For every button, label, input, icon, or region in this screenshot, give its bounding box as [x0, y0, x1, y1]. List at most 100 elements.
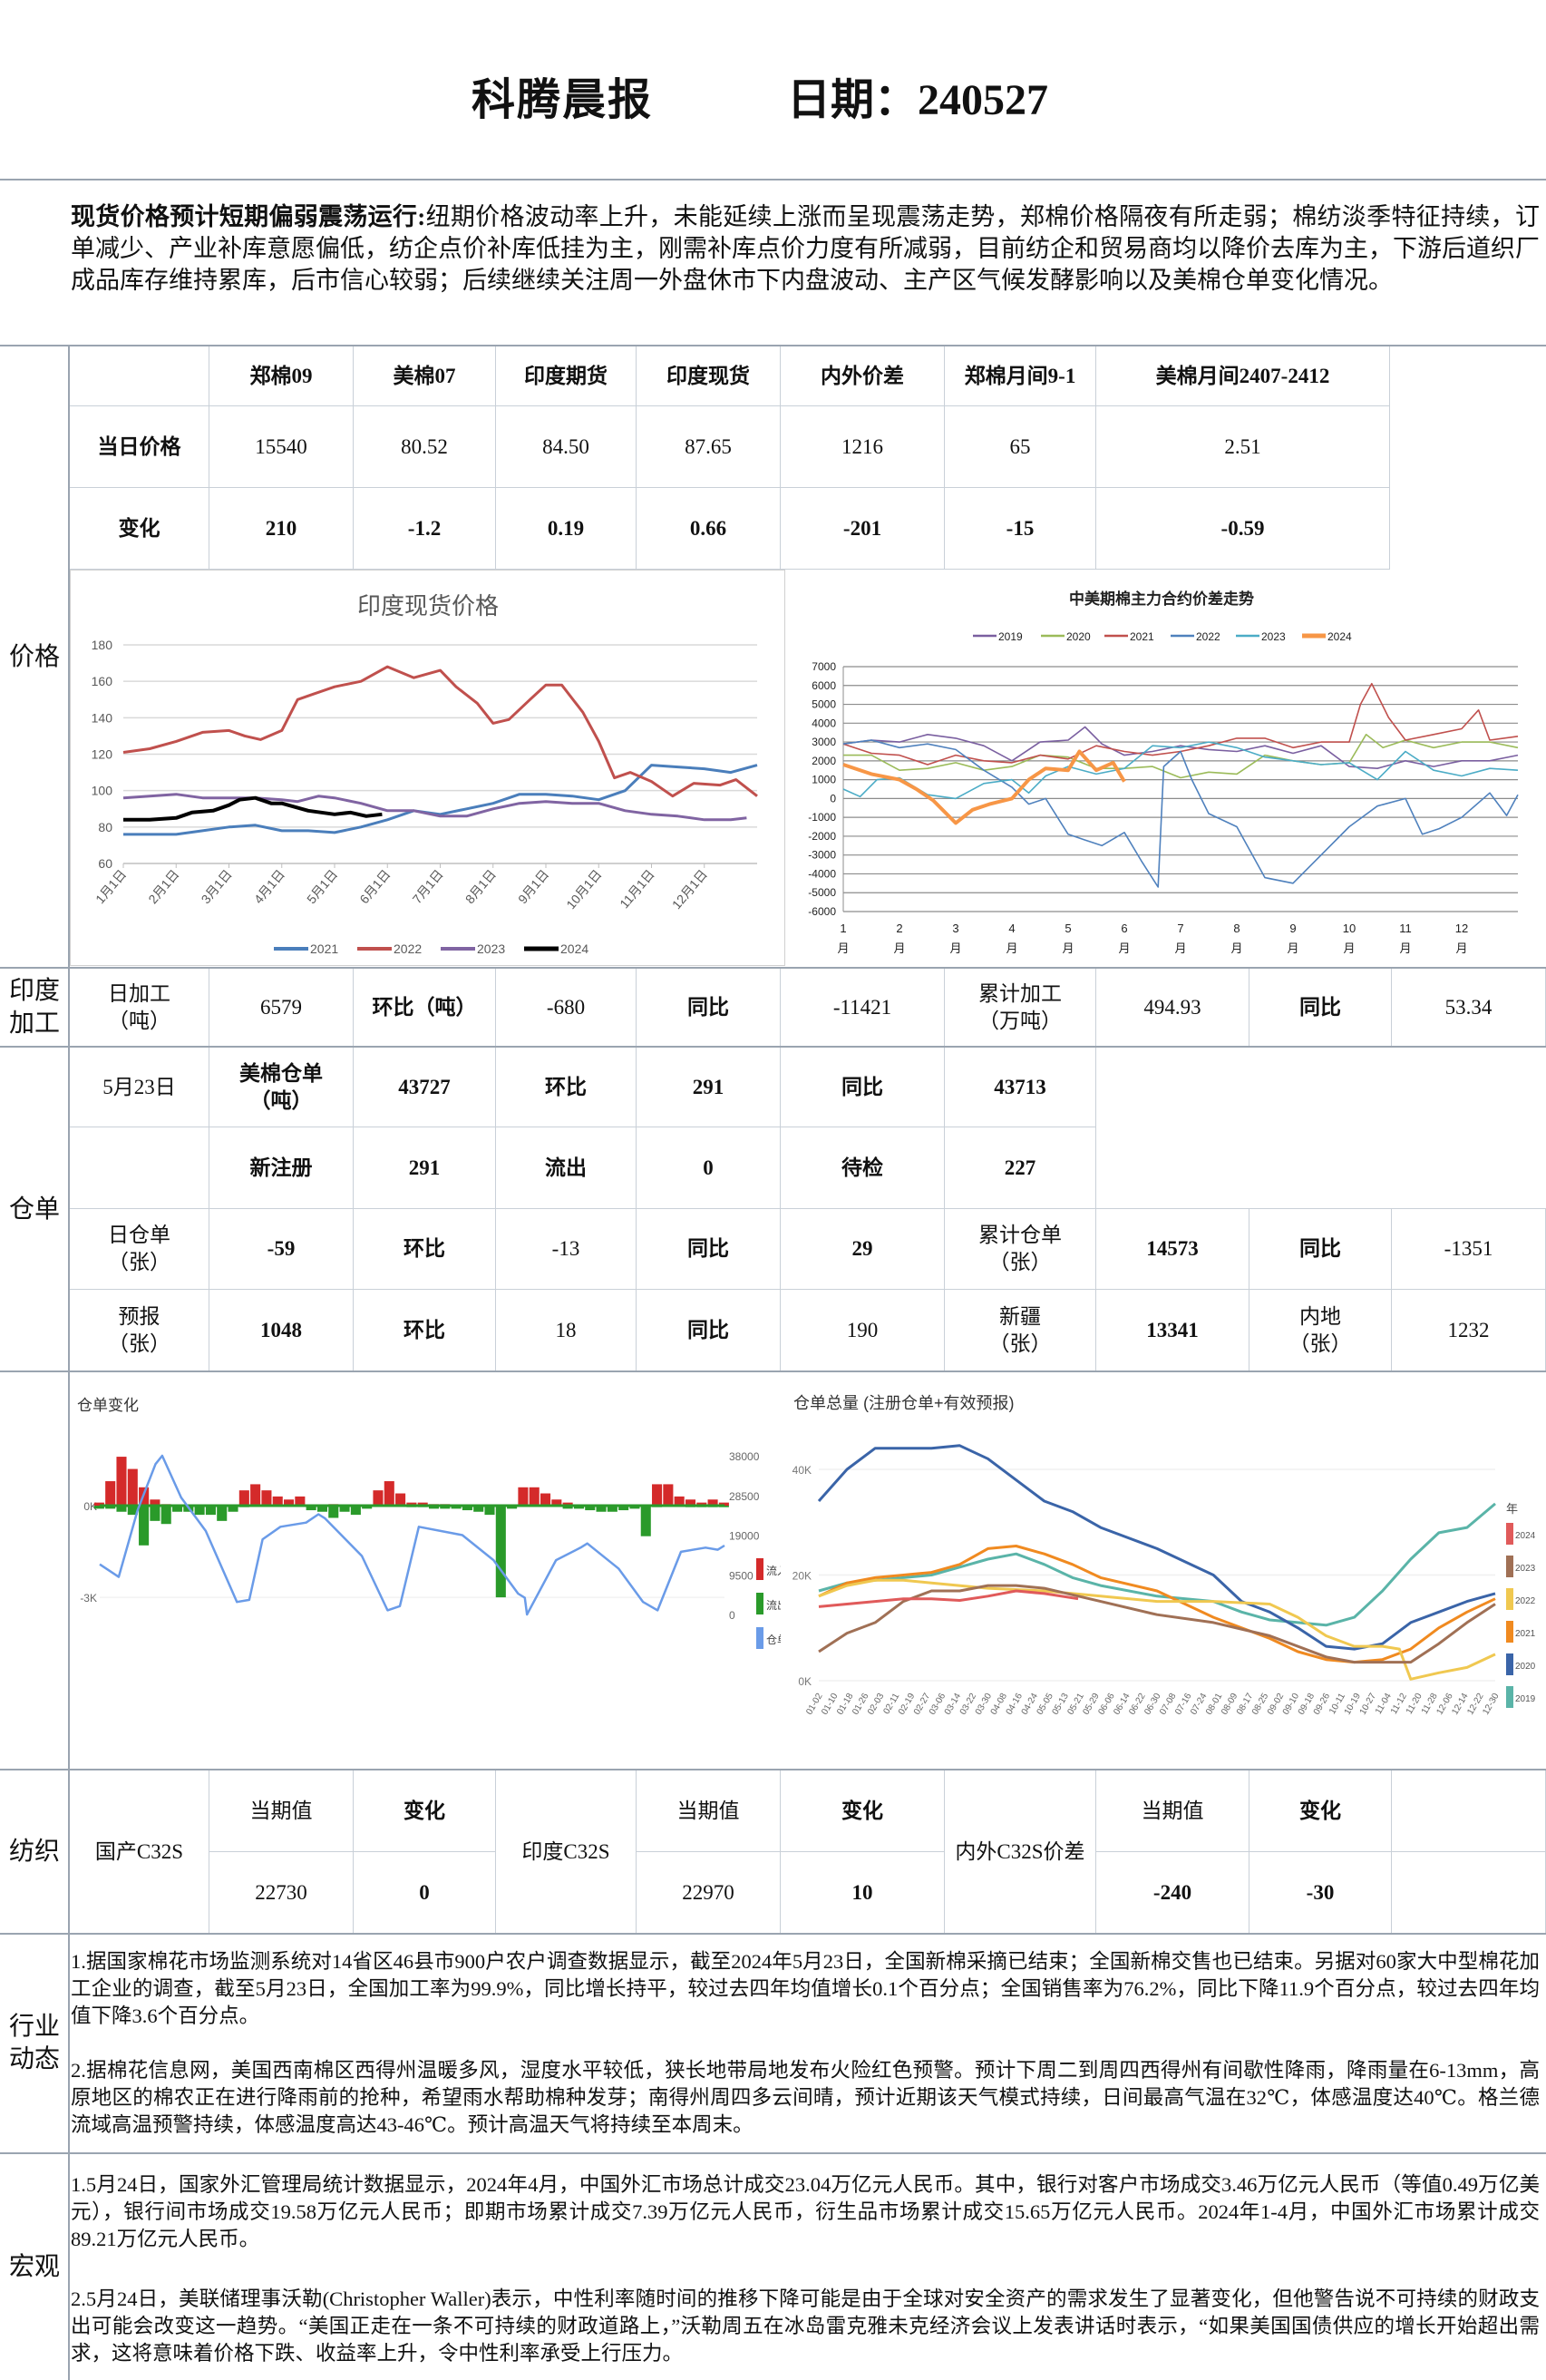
inflow-bar	[663, 1484, 674, 1506]
x-tick-suffix: 月	[893, 941, 905, 955]
cell: 环比（吨）	[354, 969, 496, 1047]
cell: 新注册	[209, 1127, 354, 1209]
legend-swatch-2021	[1506, 1621, 1513, 1643]
inflow-bar	[105, 1481, 116, 1506]
y-tick-label: 0K	[798, 1675, 812, 1688]
report-title: 科腾晨报	[472, 76, 654, 124]
outflow-bar	[217, 1506, 228, 1521]
right-tick-label: 38000	[729, 1450, 760, 1463]
x-tick-label: 10月1日	[563, 867, 604, 912]
change-value: -30	[1249, 1852, 1392, 1934]
inflow-bar	[417, 1502, 428, 1506]
inflow-bar	[261, 1490, 272, 1506]
x-tick-label: 1	[840, 922, 846, 935]
x-tick-suffix: 月	[1118, 941, 1130, 955]
change-value: 0.19	[496, 488, 637, 570]
legend-title: 年	[1506, 1502, 1518, 1516]
outflow-bar	[93, 1506, 104, 1509]
inflow-bar	[395, 1493, 406, 1506]
header-change: 变化	[1249, 1770, 1392, 1852]
inflow-bar	[406, 1502, 417, 1506]
series-line-2019	[842, 726, 1519, 769]
yarn-name: 国产C32S	[70, 1770, 209, 1934]
outflow-bar	[228, 1506, 238, 1512]
inflow-bar	[284, 1499, 295, 1506]
x-tick-label: 4月1日	[251, 867, 287, 907]
stock-line	[99, 1454, 725, 1616]
legend-label: 2024	[560, 941, 588, 956]
cell: 预报 （张）	[70, 1290, 209, 1371]
change-value: 10	[781, 1852, 945, 1934]
col-header: 美棉07	[354, 346, 496, 406]
inflow-bar	[674, 1496, 685, 1506]
outflow-bar	[451, 1506, 462, 1509]
cell: 美棉仓单 （吨）	[209, 1048, 354, 1127]
outflow-bar	[562, 1506, 573, 1509]
x-tick-label: 2	[896, 922, 902, 935]
outflow-bar	[607, 1506, 617, 1512]
x-tick-label: 2月1日	[145, 867, 181, 907]
outflow-bar	[428, 1506, 440, 1509]
x-tick-suffix: 月	[1174, 941, 1186, 955]
yarn-name: 内外C32S价差	[945, 1770, 1096, 1934]
inflow-bar	[116, 1457, 127, 1506]
cell: 环比	[354, 1209, 496, 1290]
series-line-2021	[842, 682, 1519, 766]
y-tick-label: 2000	[812, 755, 836, 767]
outflow-bar	[440, 1506, 451, 1509]
y-tick-label: 3000	[812, 736, 836, 748]
legend-label: 2023	[1261, 630, 1286, 643]
inflow-bar	[384, 1481, 394, 1506]
x-tick-label: 8	[1233, 922, 1240, 935]
current-value: 22970	[637, 1852, 781, 1934]
right-tick-label: 9500	[729, 1569, 754, 1582]
series-line-2023	[842, 741, 1519, 800]
inflow-bar	[718, 1502, 729, 1506]
legend-label: 2021	[1515, 1629, 1536, 1639]
inflow-bar	[93, 1502, 104, 1506]
cell: -11421	[781, 969, 945, 1047]
price-value: 15540	[209, 406, 354, 488]
x-tick-label: 5月1日	[304, 867, 340, 907]
cell: 190	[781, 1290, 945, 1371]
current-value: -240	[1096, 1852, 1249, 1934]
right-tick-label: 19000	[729, 1530, 760, 1543]
cell: 1048	[209, 1290, 354, 1371]
cell: 5月23日	[70, 1048, 209, 1127]
col-header: 印度现货	[637, 346, 781, 406]
inflow-bar	[238, 1490, 249, 1506]
col-header: 郑棉09	[209, 346, 354, 406]
series-line-2019	[818, 1502, 1496, 1627]
cell: 环比	[354, 1290, 496, 1371]
report-date: 日期：240527	[787, 76, 1049, 124]
divider	[0, 1933, 1546, 1935]
right-tick-label: 28500	[729, 1490, 760, 1503]
x-tick-label: 6月1日	[356, 867, 393, 907]
series-line-2024	[123, 795, 383, 822]
cell: 14573	[1096, 1209, 1249, 1290]
x-tick-suffix: 月	[1455, 941, 1467, 955]
cell: 227	[945, 1127, 1096, 1209]
right-tick-label: 0	[729, 1609, 735, 1622]
outflow-bar	[194, 1506, 205, 1516]
summary-lead: 现货价格预计短期偏弱震荡运行:	[71, 203, 426, 230]
change-value: 0.66	[637, 488, 781, 570]
cell: -680	[496, 969, 637, 1047]
cell: 累计加工 （万吨）	[945, 969, 1096, 1047]
cell: 1232	[1392, 1290, 1546, 1371]
macro-news-1: 1.5月24日，国家外汇管理局统计数据显示，2024年4月，中国外汇市场总计成交…	[71, 2173, 1540, 2250]
inflow-bar	[696, 1502, 707, 1506]
col-header: 美棉月间2407-2412	[1096, 346, 1390, 406]
inflow-bar	[551, 1499, 562, 1506]
x-tick-label: 8月1日	[462, 867, 499, 907]
inflow-bar	[529, 1487, 540, 1506]
x-tick-label: 7月1日	[410, 867, 446, 907]
y-tick-label: 20K	[792, 1570, 812, 1583]
inflow-bar	[373, 1490, 384, 1506]
outflow-bar	[150, 1506, 160, 1521]
series-line-2021	[818, 1545, 1496, 1664]
header-current: 当期值	[637, 1770, 781, 1852]
header-change: 变化	[781, 1770, 945, 1852]
x-tick-label: 9月1日	[515, 867, 551, 907]
cell: -1351	[1392, 1209, 1546, 1290]
